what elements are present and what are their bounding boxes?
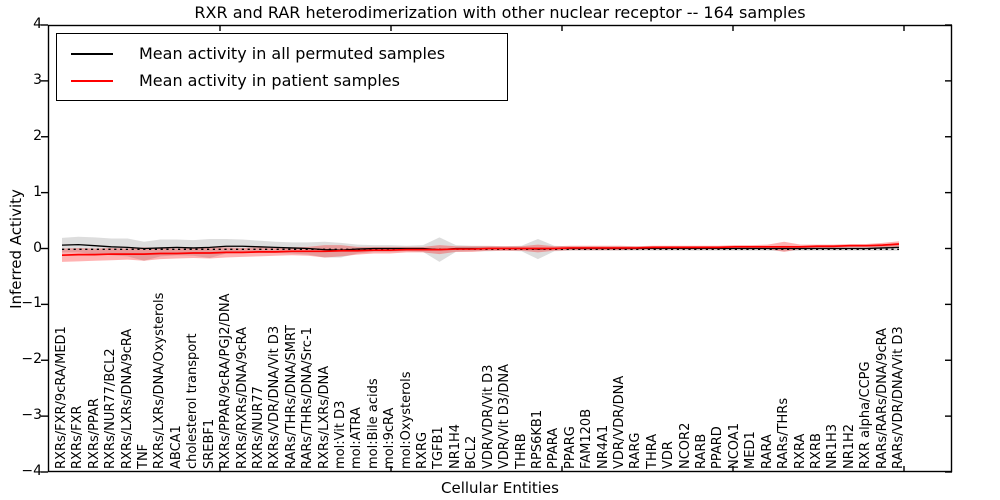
legend-label-permuted: Mean activity in all permuted samples <box>139 44 446 63</box>
x-tick-label: RARA <box>759 434 775 469</box>
y-tick-label: 0 <box>33 239 42 256</box>
y-tick-label: −1 <box>21 295 42 312</box>
x-tick-label: PPARG <box>562 426 578 469</box>
y-tick-label: 2 <box>33 127 42 144</box>
x-tick-label: NCOA1 <box>726 423 742 469</box>
x-tick-label: RXRA <box>792 433 808 469</box>
x-tick-label: NR4A1 <box>595 424 611 469</box>
red-line-swatch <box>71 79 113 82</box>
x-tick-label: RARs/VDR/DNA/Vit D3 <box>891 326 906 469</box>
x-tick-label: RXRG <box>415 431 431 469</box>
x-tick-label: RARG <box>628 432 644 469</box>
x-tick-label: RXRs/PPAR <box>86 398 102 469</box>
x-tick-label: mol:Bile acids <box>365 378 381 469</box>
x-axis-label: Cellular Entities <box>441 479 559 497</box>
x-tick-label: RXRB <box>808 433 824 469</box>
x-tick-label: PPARD <box>710 426 726 469</box>
x-tick-label: RXRs/RXRs/DNA/9cRA <box>234 326 250 469</box>
legend-item-permuted: Mean activity in all permuted samples <box>71 40 507 67</box>
x-tick-label: cholesterol transport <box>185 333 201 469</box>
x-tick-label: RARB <box>694 433 710 469</box>
x-tick-label: BCL2 <box>464 435 480 469</box>
legend-item-patient: Mean activity in patient samples <box>71 67 507 94</box>
x-tick-label: FAM120B <box>579 408 595 469</box>
x-tick-label: RXRs/VDR/DNA/Vit D3 <box>267 325 283 469</box>
x-tick-label: PPARA <box>546 427 562 469</box>
x-tick-label: RXRs/NUR77 <box>250 386 266 469</box>
x-tick-label: RARs/THRs <box>776 397 792 469</box>
y-tick-label: −2 <box>21 351 42 368</box>
x-tick-label: RXRs/LXRs/DNA <box>316 365 332 469</box>
x-tick-label: TNF <box>136 443 152 469</box>
x-tick-label: VDR/Vit D3/DNA <box>497 363 513 469</box>
x-tick-label: THRA <box>644 433 660 469</box>
x-tick-label: RARs/THRs/DNA/SMRT <box>283 325 299 469</box>
y-tick-label: 3 <box>33 71 42 88</box>
x-tick-label: RXRs/FXR <box>70 405 86 469</box>
black-line-swatch <box>71 52 113 55</box>
x-tick-label: RXR alpha/CCPG <box>858 361 874 469</box>
x-tick-label: VDR/VDR/Vit D3 <box>480 364 496 469</box>
x-tick-label: mol:9cRA <box>382 407 398 469</box>
x-tick-label: THRB <box>513 433 529 469</box>
x-tick-label: NR1H2 <box>841 423 857 469</box>
x-tick-label: RPS6KB1 <box>529 409 545 469</box>
x-tick-label: RXRs/NUR77/BCL2 <box>103 348 119 469</box>
x-tick-label: RXRs/LXRs/DNA/9cRA <box>119 328 135 469</box>
y-tick-label: −3 <box>21 407 42 424</box>
legend-label-patient: Mean activity in patient samples <box>139 71 400 90</box>
legend: Mean activity in all permuted samples Me… <box>56 33 508 101</box>
x-tick-label: mol:Vit D3 <box>333 400 348 469</box>
y-tick-label: 1 <box>33 183 42 200</box>
patient-mean-line <box>61 243 900 257</box>
x-tick-label: RARs/RARs/DNA/9cRA <box>874 328 890 469</box>
x-tick-label: NR1H3 <box>825 423 841 469</box>
x-tick-label: RXRs/LXRs/DNA/Oxysterols <box>152 292 168 469</box>
x-tick-label: SREBF1 <box>201 418 217 469</box>
x-tick-label: TGFB1 <box>431 426 447 469</box>
y-tick-label: 4 <box>33 16 42 32</box>
x-tick-label: NCOR2 <box>677 422 693 469</box>
y-tick-label: −4 <box>21 463 42 479</box>
x-tick-label: mol:Oxysterols <box>398 371 414 470</box>
chart-title: RXR and RAR heterodimerization with othe… <box>194 3 806 22</box>
x-tick-label: VDR/VDR/DNA <box>612 375 627 469</box>
x-tick-label: RXRs/FXR/9cRA/MED1 <box>54 326 69 469</box>
x-tick-label: RXRs/PPAR/9cRA/PGJ2/DNA <box>218 293 234 470</box>
x-tick-label: VDR <box>661 441 677 469</box>
x-tick-label: mol:ATRA <box>349 407 365 469</box>
x-tick-label: MED1 <box>743 431 759 469</box>
patient-samples-range-band <box>62 241 899 262</box>
x-tick-label: NR1H4 <box>447 423 463 469</box>
x-tick-label: RARs/THRs/DNA/Src-1 <box>300 327 316 469</box>
x-tick-label: ABCA1 <box>168 425 184 469</box>
